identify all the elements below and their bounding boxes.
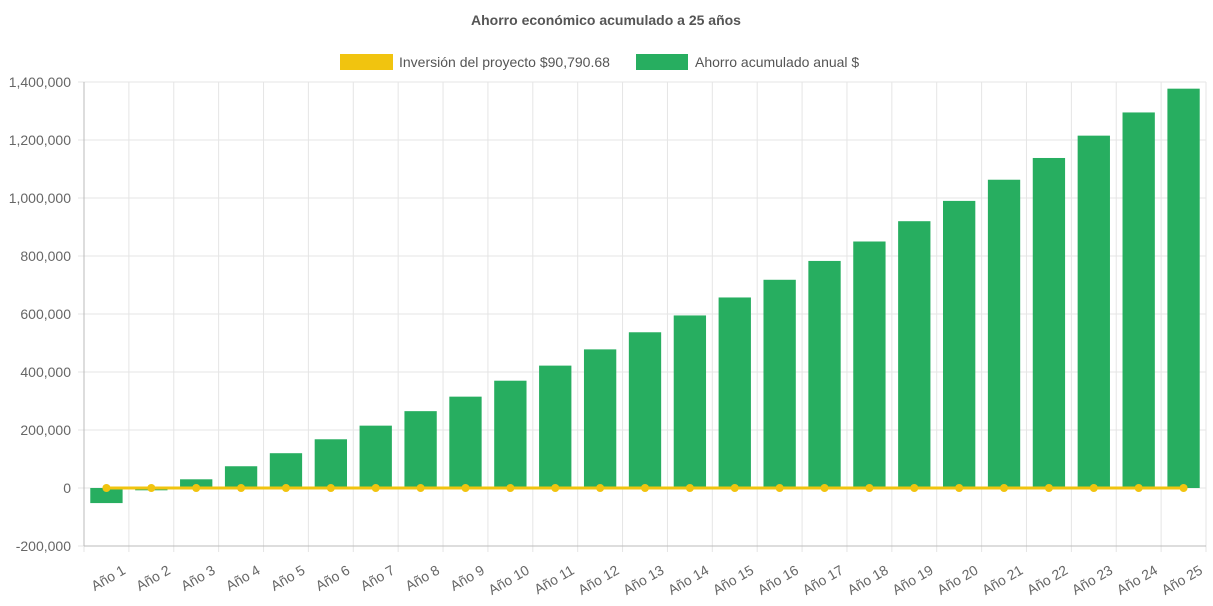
savings-bar[interactable] [583, 349, 617, 488]
y-tick-label: 400,000 [20, 364, 71, 380]
chart-legend: Inversión del proyecto $90,790.68 Ahorro… [340, 54, 859, 70]
savings-bar[interactable] [673, 315, 707, 488]
investment-point[interactable] [775, 484, 784, 492]
x-tick-label: Año 1 [88, 562, 128, 594]
savings-bar[interactable] [987, 179, 1021, 489]
x-tick-label: Año 14 [665, 562, 712, 598]
savings-bar[interactable] [943, 200, 976, 488]
investment-point[interactable] [1134, 484, 1143, 492]
x-tick-label: Año 21 [979, 562, 1026, 598]
savings-bar[interactable] [808, 260, 841, 488]
investment-point[interactable] [506, 484, 515, 492]
x-tick-label: Año 13 [620, 562, 667, 598]
x-tick-label: Año 23 [1069, 562, 1116, 598]
investment-point[interactable] [1000, 484, 1009, 492]
savings-bar[interactable] [359, 425, 392, 488]
x-tick-label: Año 9 [447, 562, 487, 594]
investment-point[interactable] [326, 484, 335, 492]
savings-bar[interactable] [898, 221, 931, 488]
x-tick-label: Año 16 [755, 562, 802, 598]
legend-item-savings[interactable]: Ahorro acumulado anual $ [636, 54, 859, 70]
investment-point[interactable] [910, 484, 919, 492]
x-tick-label: Año 19 [889, 562, 936, 598]
savings-bars [90, 88, 1200, 504]
investment-point[interactable] [685, 484, 694, 492]
y-tick-label: 600,000 [20, 306, 71, 322]
savings-bar[interactable] [1077, 135, 1110, 488]
x-tick-label: Año 11 [531, 562, 577, 598]
x-axis: Año 1 Año 2 Año 3 Año 4 Año 5 Año 6 Año 7 Año 8… [84, 545, 1206, 598]
investment-point[interactable] [461, 484, 470, 492]
x-tick-label: Año 7 [358, 562, 398, 594]
x-tick-label: Año 6 [313, 562, 353, 594]
y-tick-label: 0 [63, 480, 71, 496]
legend-label-investment: Inversión del proyecto $90,790.68 [399, 54, 610, 70]
savings-bar[interactable] [853, 241, 886, 489]
savings-bar[interactable] [628, 332, 662, 488]
investment-point[interactable] [102, 484, 111, 492]
y-tick-label: 1,200,000 [9, 132, 71, 148]
y-tick-label: 200,000 [20, 422, 71, 438]
investment-point[interactable] [147, 484, 156, 492]
investment-point[interactable] [192, 484, 201, 492]
investment-point[interactable] [596, 484, 605, 492]
savings-bar[interactable] [269, 453, 303, 488]
x-tick-label: Año 12 [575, 562, 622, 598]
x-tick-label: Año 15 [710, 562, 757, 598]
legend-swatch-investment [340, 54, 393, 70]
investment-point[interactable] [1044, 484, 1053, 492]
investment-point[interactable] [416, 484, 425, 492]
chart-title: Ahorro económico acumulado a 25 años [471, 12, 741, 28]
x-tick-label: Año 18 [844, 562, 891, 598]
savings-bar[interactable] [224, 466, 258, 488]
investment-point[interactable] [1179, 484, 1188, 492]
savings-bar[interactable] [539, 365, 572, 488]
savings-bar[interactable] [763, 279, 796, 488]
x-tick-label: Año 17 [800, 562, 847, 598]
savings-bar[interactable] [1122, 112, 1155, 488]
x-tick-label: Año 8 [402, 562, 442, 594]
investment-point[interactable] [551, 484, 560, 492]
x-tick-label: Año 25 [1159, 562, 1206, 598]
legend-swatch-savings [636, 54, 688, 70]
investment-point[interactable] [371, 484, 380, 492]
savings-bar[interactable] [1032, 157, 1066, 489]
investment-point[interactable] [237, 484, 246, 492]
investment-line [102, 484, 1188, 492]
investment-point[interactable] [865, 484, 874, 492]
x-tick-label: Año 20 [934, 562, 981, 598]
investment-point[interactable] [955, 484, 964, 492]
x-tick-label: Año 22 [1024, 562, 1071, 598]
y-tick-label: 800,000 [20, 248, 71, 264]
legend-item-investment[interactable]: Inversión del proyecto $90,790.68 [340, 54, 610, 70]
y-tick-label: 1,400,000 [9, 74, 71, 90]
savings-bar[interactable] [718, 297, 751, 488]
legend-label-savings: Ahorro acumulado anual $ [695, 54, 859, 70]
x-tick-label: Año 3 [178, 562, 218, 594]
grid-lines [78, 81, 1207, 552]
y-tick-label: -200,000 [16, 538, 71, 554]
savings-bar[interactable] [180, 479, 213, 488]
investment-point[interactable] [1089, 484, 1098, 492]
savings-bar[interactable] [449, 396, 482, 488]
x-tick-label: Año 24 [1114, 562, 1161, 598]
savings-bar[interactable] [1167, 88, 1200, 489]
savings-bar[interactable] [494, 380, 527, 488]
y-tick-label: 1,000,000 [9, 190, 71, 206]
y-axis: 1,400,000 1,200,000 1,000,000 800,000 600,00… [9, 74, 85, 554]
investment-point[interactable] [641, 484, 649, 492]
x-tick-label: Año 4 [223, 562, 263, 594]
x-tick-label: Año 10 [485, 562, 532, 598]
savings-bar[interactable] [314, 439, 347, 488]
x-tick-label: Año 2 [133, 562, 173, 594]
savings-bar[interactable] [90, 488, 123, 504]
x-tick-label: Año 5 [268, 562, 308, 594]
investment-point[interactable] [820, 484, 829, 492]
savings-bar[interactable] [404, 411, 437, 488]
investment-point[interactable] [730, 484, 739, 492]
investment-point[interactable] [281, 484, 290, 492]
